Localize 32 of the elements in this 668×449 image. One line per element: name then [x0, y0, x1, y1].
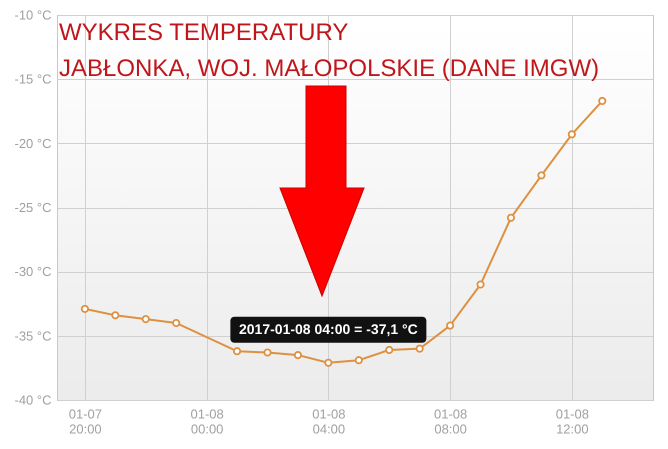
text: JABŁONKA, WOJ. MAŁOPOLSKIE (DANE IMGW)	[59, 55, 600, 82]
point	[537, 171, 546, 180]
x-tick-label: 01-08 00:00	[190, 406, 224, 436]
point	[598, 96, 606, 106]
point	[568, 130, 576, 138]
y-tick-label: -40 °C	[14, 392, 52, 408]
y-tick-label: -30 °C	[14, 264, 52, 280]
point	[416, 344, 424, 353]
point	[142, 315, 150, 324]
x-tick-label: 01-08 08:00	[434, 406, 468, 436]
y-tick-label: -10 °C	[14, 8, 52, 22]
annotation: 2017-01-08 04:00 = -37,1 °C	[238, 320, 418, 337]
y-tick-label: -20 °C	[14, 136, 52, 151]
point	[111, 311, 120, 320]
point	[385, 346, 394, 354]
x-tick-label: 01-08 12:00	[556, 406, 589, 436]
point	[476, 280, 485, 289]
point	[80, 304, 89, 313]
point	[263, 348, 272, 357]
point	[506, 214, 516, 222]
x-tick-label: 01-07 20:00	[68, 406, 102, 436]
point	[324, 358, 332, 367]
chart-title: WYKRES TEMPERATURY	[59, 19, 348, 46]
point	[172, 318, 180, 328]
y-tick-label: -15 °C	[14, 72, 52, 87]
point	[294, 351, 302, 360]
point	[446, 322, 454, 330]
x-tick-label: 01-08 04:00	[312, 406, 346, 436]
y-tick-label: -35 °C	[14, 328, 52, 344]
y-tick-label: -25 °C	[14, 200, 52, 215]
point	[233, 347, 242, 356]
point	[354, 356, 363, 364]
